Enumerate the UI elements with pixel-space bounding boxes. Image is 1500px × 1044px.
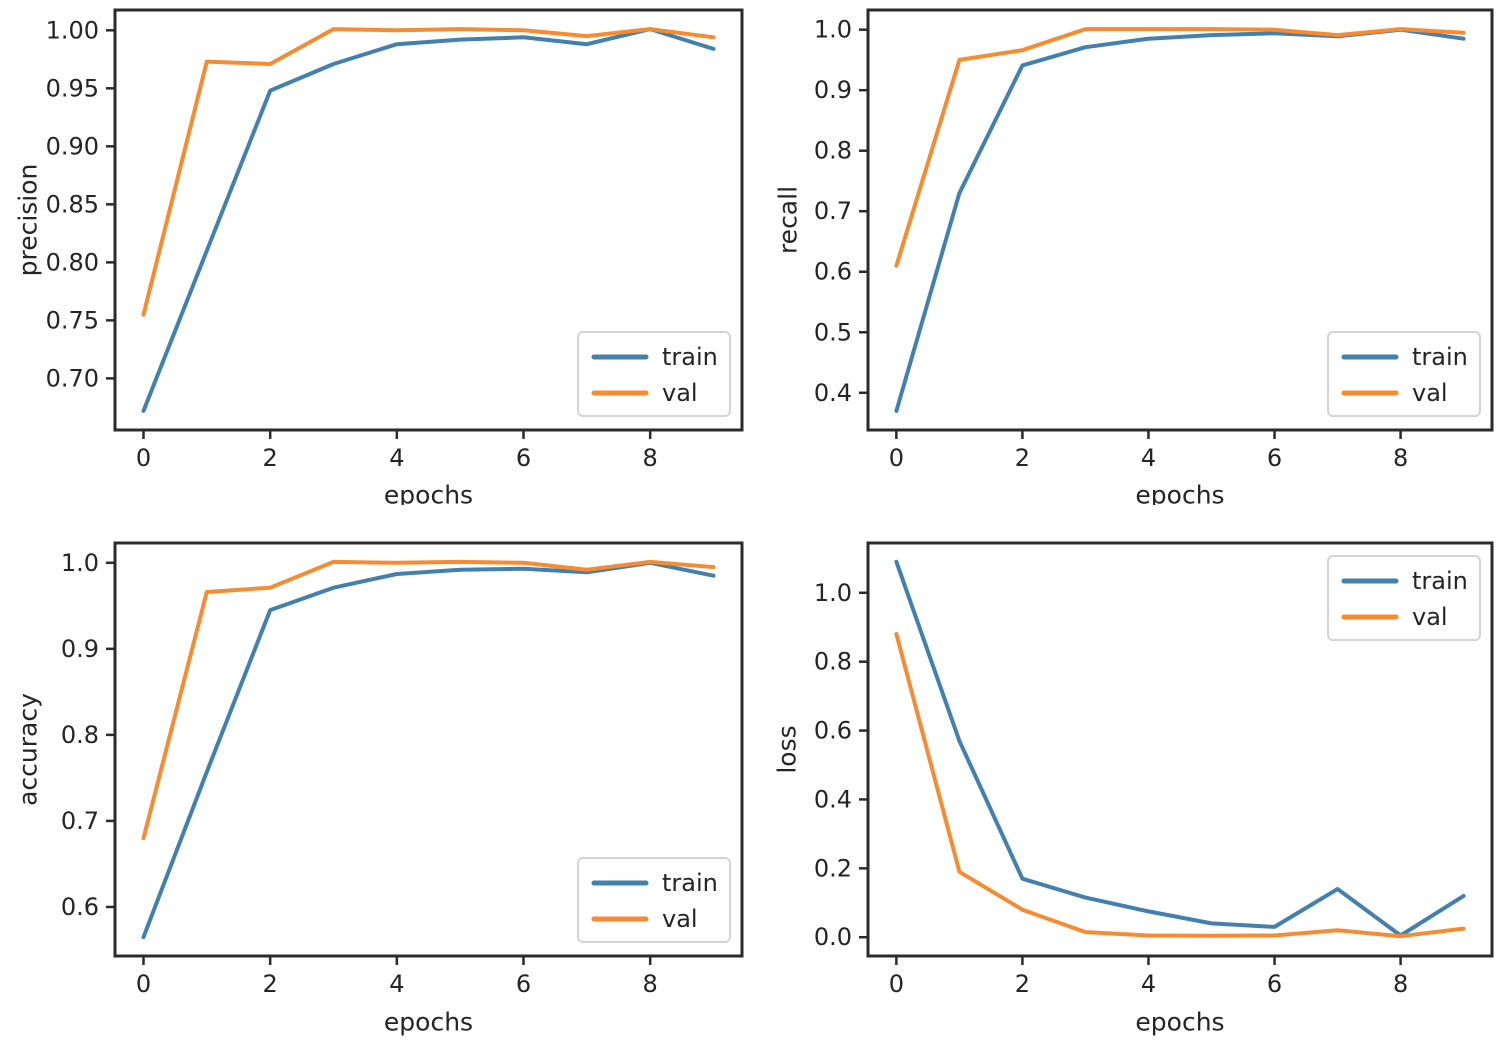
y-tick-label: 0.95: [46, 74, 99, 102]
x-tick-label: 4: [389, 970, 404, 998]
line-train: [894, 559, 1466, 938]
chart-precision: 0.70 0.75 0.80 0.85 0.90 0.95 1.00 0 2 4 6 8 precisi…: [0, 0, 750, 505]
x-tick-label: 2: [1015, 444, 1030, 472]
x-tick-label: 2: [263, 444, 278, 472]
y-tick-label: 0.9: [814, 76, 852, 104]
y-tick-label: 0.80: [46, 248, 99, 276]
legend-label-val: val: [1412, 603, 1448, 631]
legend-label-val: val: [662, 379, 698, 407]
y-tick-label: 0.70: [46, 364, 99, 392]
chart-loss: 0.0 0.2 0.4 0.6 0.8 1.0 0 2 4 6 8 loss epochs train va…: [750, 505, 1500, 1044]
legend: train val: [577, 331, 731, 417]
x-tick-label: 0: [889, 444, 904, 472]
x-tick-label: 2: [263, 970, 278, 998]
legend: train val: [577, 857, 731, 943]
x-tick-label: 2: [1015, 970, 1030, 998]
y-tick-label: 0.9: [61, 635, 99, 663]
x-axis-label: epochs: [1135, 481, 1224, 506]
plot-border: [113, 8, 744, 432]
y-tick-label: 0.7: [814, 197, 852, 225]
x-axis-label: epochs: [1135, 1008, 1224, 1037]
y-tick-label: 0.8: [814, 137, 852, 165]
legend-label-val: val: [662, 905, 698, 933]
x-tick-label: 0: [136, 970, 151, 998]
x-tick-label: 4: [1141, 444, 1156, 472]
y-tick-label: 1.0: [814, 579, 852, 607]
plot-border: [866, 541, 1494, 958]
legend: train val: [1327, 555, 1481, 641]
legend-label-train: train: [662, 343, 718, 371]
y-tick-label: 0.90: [46, 132, 99, 160]
x-axis-label: epochs: [384, 481, 473, 506]
y-tick-label: 0.4: [814, 379, 852, 407]
y-tick-label: 0.6: [61, 893, 99, 921]
plot-canvas: 0.0 0.2 0.4 0.6 0.8 1.0 0 2 4 6 8 loss epochs train va…: [773, 541, 1494, 1037]
legend-label-val: val: [1412, 379, 1448, 407]
x-axis-label: epochs: [384, 1008, 473, 1037]
y-tick-label: 0.4: [814, 785, 852, 813]
plot-border: [113, 541, 744, 958]
y-tick-label: 0.2: [814, 854, 852, 882]
line-train: [141, 27, 716, 413]
y-tick-label: 1.0: [61, 549, 99, 577]
plot-canvas: 0.6 0.7 0.8 0.9 1.0 0 2 4 6 8 accuracy epochs train v…: [14, 541, 744, 1037]
legend-label-train: train: [1412, 343, 1468, 371]
chart-accuracy: 0.6 0.7 0.8 0.9 1.0 0 2 4 6 8 accuracy epochs train v…: [0, 505, 750, 1044]
y-tick-label: 0.0: [814, 923, 852, 951]
y-axis-label: accuracy: [14, 693, 43, 806]
y-tick-label: 0.6: [814, 717, 852, 745]
y-axis-label: precision: [14, 164, 43, 277]
x-tick-label: 0: [889, 970, 904, 998]
chart-recall: 0.4 0.5 0.6 0.7 0.8 0.9 1.0 0 2 4 6 8 recall epochs tr…: [750, 0, 1500, 505]
y-axis-label: recall: [774, 186, 803, 254]
legend: train val: [1327, 331, 1481, 417]
line-val: [141, 559, 716, 841]
line-val: [894, 27, 1466, 268]
line-val: [141, 27, 716, 317]
x-tick-label: 8: [643, 970, 658, 998]
y-tick-label: 0.6: [814, 258, 852, 286]
y-tick-label: 0.8: [61, 721, 99, 749]
line-val: [894, 632, 1466, 939]
x-tick-label: 6: [1267, 970, 1282, 998]
plot-canvas: 0.4 0.5 0.6 0.7 0.8 0.9 1.0 0 2 4 6 8 recall epochs tr…: [774, 8, 1494, 506]
y-tick-label: 0.85: [46, 190, 99, 218]
x-tick-label: 6: [516, 444, 531, 472]
x-tick-label: 4: [389, 444, 404, 472]
y-tick-label: 0.7: [61, 807, 99, 835]
x-tick-label: 8: [1393, 444, 1408, 472]
legend-label-train: train: [1412, 567, 1468, 595]
plot-border: [866, 8, 1494, 432]
y-tick-label: 0.8: [814, 648, 852, 676]
y-axis-label: loss: [773, 725, 802, 773]
x-tick-label: 6: [1267, 444, 1282, 472]
x-tick-label: 6: [516, 970, 531, 998]
x-tick-label: 8: [1393, 970, 1408, 998]
plot-canvas: 0.70 0.75 0.80 0.85 0.90 0.95 1.00 0 2 4 6 8 precisi…: [14, 8, 744, 506]
legend-label-train: train: [662, 869, 718, 897]
x-tick-label: 0: [136, 444, 151, 472]
y-tick-label: 1.0: [814, 16, 852, 44]
y-tick-label: 0.5: [814, 318, 852, 346]
y-tick-label: 0.75: [46, 306, 99, 334]
y-tick-label: 1.00: [46, 16, 99, 44]
x-tick-label: 4: [1141, 970, 1156, 998]
x-tick-label: 8: [643, 444, 658, 472]
